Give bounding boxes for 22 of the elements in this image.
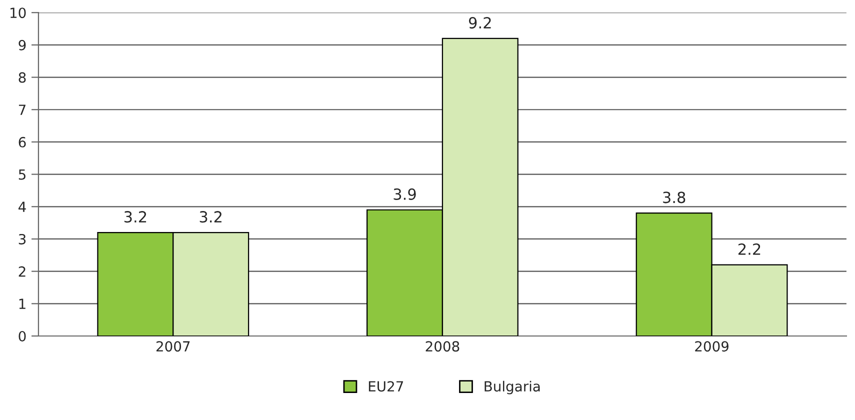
y-tick-label: 2 bbox=[18, 266, 26, 277]
x-tick-label: 2008 bbox=[426, 341, 460, 352]
data-label: 9.2 bbox=[468, 17, 491, 29]
y-tick-label: 7 bbox=[18, 104, 26, 115]
y-tick-label: 0 bbox=[18, 330, 26, 342]
y-tick-label: 1 bbox=[19, 298, 26, 309]
y-tick-label: 4 bbox=[18, 202, 26, 212]
data-label: 3.8 bbox=[663, 192, 686, 204]
legend-label: EU27 bbox=[368, 381, 404, 392]
legend-label: Bulgaria bbox=[484, 380, 540, 394]
y-tick-label: 5 bbox=[18, 169, 26, 180]
y-tick-label: 10 bbox=[10, 8, 26, 18]
data-label: 3.9 bbox=[394, 188, 416, 200]
y-tick-label: 6 bbox=[18, 136, 26, 148]
x-tick-label: 2009 bbox=[695, 341, 728, 352]
data-label: 2.2 bbox=[738, 243, 760, 255]
y-tick-label: 8 bbox=[18, 72, 26, 83]
x-tick-label: 2007 bbox=[156, 341, 190, 352]
y-tick-label: 9 bbox=[18, 40, 26, 50]
data-label: 3.2 bbox=[124, 211, 146, 223]
data-label: 3.2 bbox=[200, 211, 222, 223]
y-tick-label: 3 bbox=[18, 234, 26, 244]
